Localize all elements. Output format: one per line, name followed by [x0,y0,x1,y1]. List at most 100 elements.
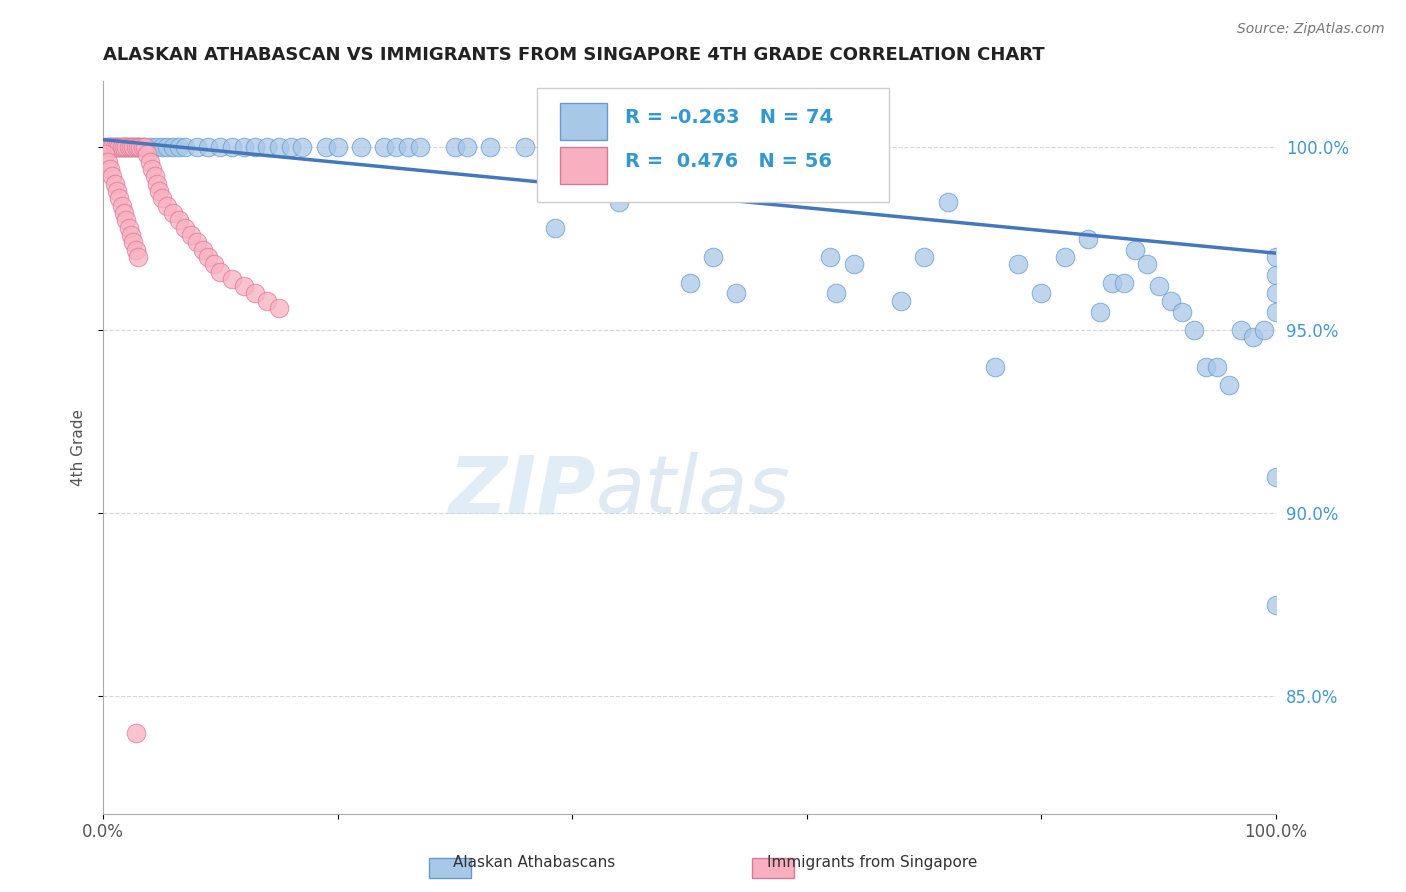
Point [702,250,724,264]
Point [112,140,135,154]
Text: ZIP: ZIP [449,452,596,530]
Point [408,140,430,154]
Point [1136,257,1159,271]
FancyBboxPatch shape [537,88,889,202]
Point [105,140,128,154]
Point [1182,323,1205,337]
Point [104,140,127,154]
Point [221,140,243,154]
Point [267,140,290,154]
Point [912,250,935,264]
Point [585,177,607,191]
Point [350,140,373,154]
Point [537,140,560,154]
Point [209,264,232,278]
Point [150,140,173,154]
Point [101,169,124,184]
Point [125,243,148,257]
Point [385,140,408,154]
Point [186,140,208,154]
Point [186,235,208,250]
Point [1265,268,1288,282]
Point [94,140,117,154]
Point [1241,330,1264,344]
Point [174,220,197,235]
Point [1230,323,1253,337]
Point [112,140,135,154]
Point [543,220,565,235]
Point [1218,378,1240,392]
Point [104,177,127,191]
Point [936,194,959,209]
Point [156,140,179,154]
Text: Alaskan Athabascans: Alaskan Athabascans [453,855,616,870]
Point [232,279,254,293]
Point [125,140,148,154]
Point [118,140,141,154]
Point [825,286,848,301]
Point [118,140,141,154]
Point [127,250,149,264]
Point [209,140,232,154]
Point [1265,469,1288,483]
Point [121,140,143,154]
Text: atlas: atlas [596,452,790,530]
Point [191,243,214,257]
Text: ALASKAN ATHABASCAN VS IMMIGRANTS FROM SINGAPORE 4TH GRADE CORRELATION CHART: ALASKAN ATHABASCAN VS IMMIGRANTS FROM SI… [103,46,1045,64]
Point [197,140,219,154]
Point [118,220,141,235]
Point [115,213,138,227]
Point [1088,305,1111,319]
Point [456,140,478,154]
Point [105,184,128,198]
Point [122,235,145,250]
Point [156,198,179,212]
Point [180,227,202,242]
Point [146,177,169,191]
Text: Source: ZipAtlas.com: Source: ZipAtlas.com [1237,22,1385,37]
Point [245,286,267,301]
Point [174,140,197,154]
Point [108,140,131,154]
Point [221,272,243,286]
Point [1007,257,1029,271]
Point [1031,286,1053,301]
Point [125,140,148,154]
Point [820,250,842,264]
Point [141,161,163,176]
Text: R =  0.476   N = 56: R = 0.476 N = 56 [626,153,832,171]
Point [167,213,190,227]
Point [890,293,912,308]
Point [1195,359,1218,374]
Point [115,140,138,154]
Point [267,301,290,315]
Point [256,140,278,154]
Point [373,140,395,154]
Point [1171,305,1194,319]
Point [1077,231,1099,245]
Point [1101,276,1123,290]
Point [607,194,630,209]
Point [136,147,159,161]
FancyBboxPatch shape [561,147,607,184]
Point [1265,598,1288,612]
Point [280,140,302,154]
Point [162,140,184,154]
Point [1265,305,1288,319]
Point [101,140,124,154]
Point [1147,279,1170,293]
Point [256,293,278,308]
Point [120,140,142,154]
Point [97,140,120,154]
Point [115,140,138,154]
Point [1053,250,1076,264]
Point [515,140,537,154]
Point [479,140,502,154]
Point [1265,250,1288,264]
Point [1112,276,1135,290]
Point [202,257,225,271]
Point [122,140,145,154]
Point [111,198,134,212]
Point [127,140,149,154]
Point [145,140,167,154]
